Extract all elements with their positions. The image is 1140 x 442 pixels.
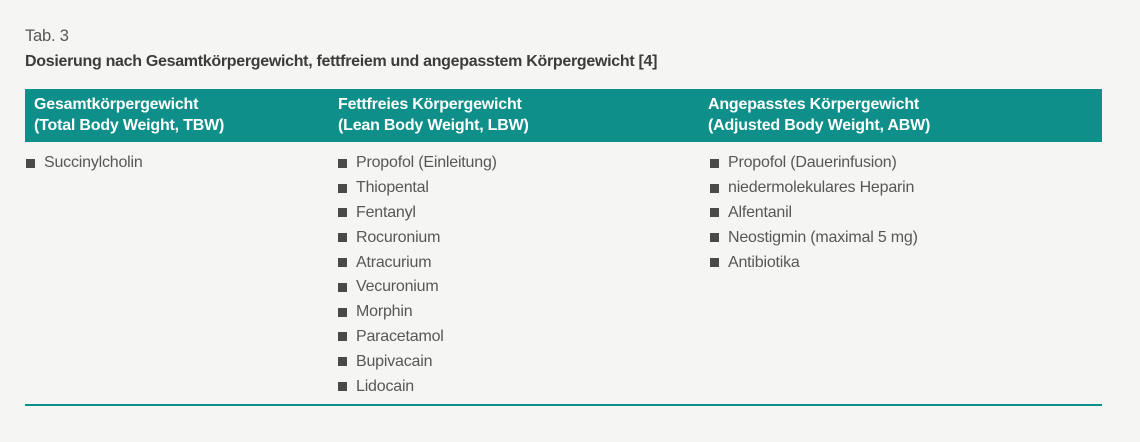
square-bullet-icon	[26, 158, 35, 168]
list-item-label: niedermolekulares Heparin	[728, 179, 915, 197]
list-item: Paracetamol	[338, 325, 698, 350]
list-item-label: Neostigmin (maximal 5 mg)	[728, 228, 918, 246]
header-cell-tbw: Gesamtkörpergewicht (Total Body Weight, …	[25, 94, 328, 136]
list-item: Succinylcholin	[26, 151, 328, 176]
list-item-label: Lidocain	[356, 377, 415, 395]
square-bullet-icon	[338, 208, 347, 218]
table-header-row: Gesamtkörpergewicht (Total Body Weight, …	[25, 89, 1102, 142]
square-bullet-icon	[338, 183, 347, 193]
square-bullet-icon	[338, 307, 347, 317]
list-item: niedermolekulares Heparin	[710, 176, 1102, 201]
list-item-label: Rocuronium	[356, 228, 441, 246]
body-cell-lbw: Propofol (Einleitung) Thiopental Fentanyl R…	[328, 151, 698, 399]
list-item-label: Bupivacain	[356, 352, 433, 370]
list-item: Bupivacain	[338, 349, 698, 374]
square-bullet-icon	[710, 258, 719, 268]
table-caption: Tab. 3	[25, 27, 69, 45]
square-bullet-icon	[338, 233, 347, 243]
list-item-label: Antibiotika	[728, 253, 800, 271]
list-item: Fentanyl	[338, 201, 698, 226]
header-cell-abw-line2: (Adjusted Body Weight, ABW)	[708, 117, 931, 134]
square-bullet-icon	[338, 357, 347, 367]
header-cell-lbw-line1: Fettfreies Körpergewicht	[338, 96, 522, 113]
list-item: Neostigmin (maximal 5 mg)	[710, 225, 1102, 250]
square-bullet-icon	[710, 233, 719, 243]
list-item-label: Morphin	[356, 303, 413, 321]
list-item-label: Succinylcholin	[44, 154, 143, 172]
list-item-label: Alfentanil	[728, 203, 792, 221]
square-bullet-icon	[710, 183, 719, 193]
list-item-label: Propofol (Dauerinfusion)	[728, 154, 897, 172]
square-bullet-icon	[710, 158, 719, 168]
header-cell-lbw: Fettfreies Körpergewicht (Lean Body Weig…	[328, 94, 698, 136]
square-bullet-icon	[338, 258, 347, 268]
list-item: Antibiotika	[710, 250, 1102, 275]
square-bullet-icon	[338, 282, 347, 292]
list-item: Propofol (Einleitung)	[338, 151, 698, 176]
list-item: Morphin	[338, 300, 698, 325]
square-bullet-icon	[338, 332, 347, 342]
list-item-label: Paracetamol	[356, 327, 444, 345]
list-item-label: Atracurium	[356, 253, 432, 271]
body-cell-abw: Propofol (Dauerinfusion) niedermolekulare…	[698, 151, 1102, 399]
list-item: Rocuronium	[338, 225, 698, 250]
list-item-label: Thiopental	[356, 179, 429, 197]
list-item-label: Vecuronium	[356, 278, 439, 296]
header-cell-tbw-line2: (Total Body Weight, TBW)	[34, 117, 225, 134]
list-item: Propofol (Dauerinfusion)	[710, 151, 1102, 176]
header-cell-tbw-line1: Gesamtkörpergewicht	[34, 96, 199, 113]
list-item: Alfentanil	[710, 201, 1102, 226]
square-bullet-icon	[710, 208, 719, 218]
list-item: Atracurium	[338, 250, 698, 275]
table-title: Dosierung nach Gesamtkörpergewicht, fett…	[25, 53, 658, 70]
list-item-label: Propofol (Einleitung)	[356, 154, 497, 172]
list-item: Lidocain	[338, 374, 698, 399]
body-cell-tbw: Succinylcholin	[25, 151, 328, 399]
list-item: Vecuronium	[338, 275, 698, 300]
header-cell-abw: Angepasstes Körpergewicht (Adjusted Body…	[698, 94, 1102, 136]
list-item-label: Fentanyl	[356, 203, 416, 221]
table-body-row: Succinylcholin Propofol (Einleitung) Thio…	[25, 142, 1102, 399]
square-bullet-icon	[338, 158, 347, 168]
square-bullet-icon	[338, 382, 347, 392]
header-cell-lbw-line2: (Lean Body Weight, LBW)	[338, 117, 529, 134]
table-figure: Tab. 3 Dosierung nach Gesamtkörpergewich…	[25, 26, 1102, 406]
header-cell-abw-line1: Angepasstes Körpergewicht	[708, 96, 920, 113]
list-item: Thiopental	[338, 176, 698, 201]
bottom-rule	[25, 403, 1102, 406]
